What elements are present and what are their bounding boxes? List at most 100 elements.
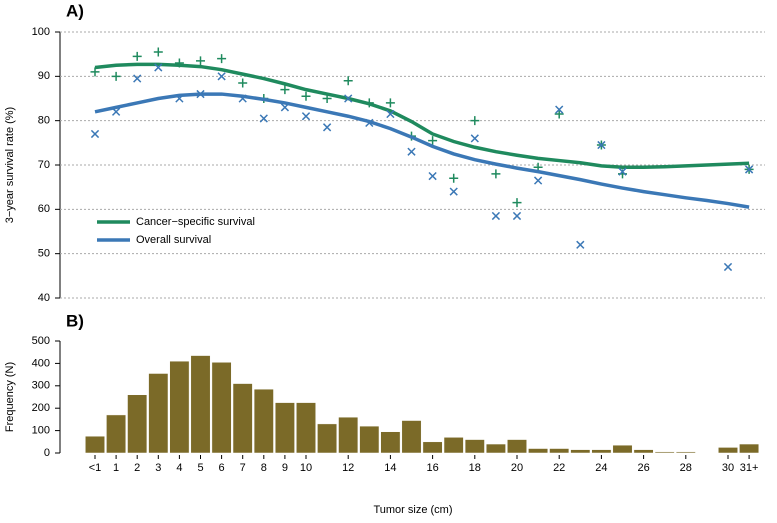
bar	[274, 402, 295, 454]
point-marker	[428, 171, 437, 181]
x-axis-label: Tumor size (cm)	[373, 504, 452, 516]
bar	[528, 448, 549, 454]
smooth-line	[94, 62, 750, 169]
bar	[464, 439, 485, 454]
bar	[148, 373, 169, 454]
point-marker	[449, 173, 459, 183]
x-tick-label: 6	[219, 462, 225, 474]
panel-label: B)	[66, 311, 84, 330]
y-tick-label: 50	[38, 248, 50, 260]
point-marker	[744, 165, 754, 174]
y-tick-label: 500	[32, 335, 50, 347]
point-marker	[449, 187, 458, 196]
point-marker	[597, 140, 606, 150]
x-tick-label: <1	[89, 462, 102, 474]
point-marker	[428, 136, 438, 146]
bar	[106, 414, 127, 454]
bar	[570, 449, 591, 454]
y-tick-label: 80	[38, 115, 50, 127]
bar	[380, 431, 401, 454]
y-tick-label: 100	[32, 26, 50, 38]
panel-label: A)	[66, 1, 84, 20]
point-marker	[90, 67, 100, 77]
point-marker	[554, 109, 564, 119]
y-tick-label: 100	[32, 425, 50, 437]
point-marker	[512, 211, 522, 221]
point-marker	[322, 123, 332, 132]
bar	[654, 451, 675, 454]
x-tick-label: 3	[155, 462, 161, 474]
bar	[359, 425, 380, 454]
point-marker	[301, 112, 311, 121]
x-tick-label: 18	[469, 462, 481, 474]
point-marker	[280, 85, 290, 95]
y-tick-label: 40	[38, 292, 50, 304]
point-marker	[343, 76, 353, 86]
bar	[211, 362, 232, 454]
y-tick-label: 90	[38, 70, 50, 82]
bar	[232, 383, 253, 454]
point-marker	[491, 169, 501, 179]
point-marker	[470, 134, 479, 143]
point-marker	[154, 63, 163, 72]
bar	[739, 443, 760, 454]
x-tick-label: 7	[240, 462, 246, 474]
x-tick-label: 30	[722, 462, 734, 474]
x-tick-label: 1	[113, 462, 119, 474]
smooth-line	[94, 92, 750, 209]
bar	[591, 449, 612, 454]
legend-label: Overall survival	[136, 234, 211, 246]
x-tick-label: 24	[595, 462, 607, 474]
y-tick-label: 400	[32, 357, 50, 369]
x-tick-label: 20	[511, 462, 523, 474]
point-marker	[217, 54, 227, 64]
x-tick-label: 26	[637, 462, 649, 474]
x-tick-label: 9	[282, 462, 288, 474]
point-marker	[217, 72, 226, 81]
x-tick-label: 10	[300, 462, 312, 474]
point-marker	[512, 198, 522, 208]
bar	[85, 435, 105, 454]
point-marker	[132, 51, 142, 61]
bar	[190, 355, 211, 454]
bar	[675, 451, 696, 454]
x-tick-label: 5	[197, 462, 203, 474]
point-marker	[111, 71, 121, 81]
point-marker	[491, 211, 501, 221]
point-marker	[90, 129, 100, 139]
point-marker	[153, 47, 163, 57]
x-tick-label: 2	[134, 462, 140, 474]
point-marker	[259, 114, 268, 123]
point-marker	[407, 147, 416, 156]
y-tick-label: 60	[38, 203, 50, 215]
point-marker	[386, 109, 395, 119]
bar	[296, 402, 316, 454]
y-tick-label: 200	[32, 402, 50, 414]
point-marker	[576, 240, 585, 249]
bar	[401, 420, 422, 454]
point-marker	[238, 78, 248, 88]
legend-label: Cancer−specific survival	[136, 216, 255, 228]
x-tick-label: 22	[553, 462, 565, 474]
point-marker	[723, 262, 733, 272]
y-axis-label: 3−year survival rate (%)	[4, 107, 16, 223]
y-tick-label: 0	[44, 447, 50, 459]
x-tick-label: 4	[176, 462, 182, 474]
point-marker	[470, 116, 480, 126]
x-tick-label: 14	[384, 462, 396, 474]
bar	[507, 439, 527, 454]
bar	[718, 447, 738, 454]
point-marker	[555, 105, 564, 114]
bar	[253, 388, 274, 454]
point-marker	[385, 98, 395, 108]
bar	[127, 394, 148, 454]
bar	[317, 423, 338, 454]
y-tick-label: 300	[32, 380, 50, 392]
bar	[338, 416, 359, 454]
bar	[422, 441, 443, 454]
bar	[633, 449, 654, 454]
bar	[443, 437, 464, 454]
bar	[612, 444, 633, 454]
y-tick-label: 70	[38, 159, 50, 171]
